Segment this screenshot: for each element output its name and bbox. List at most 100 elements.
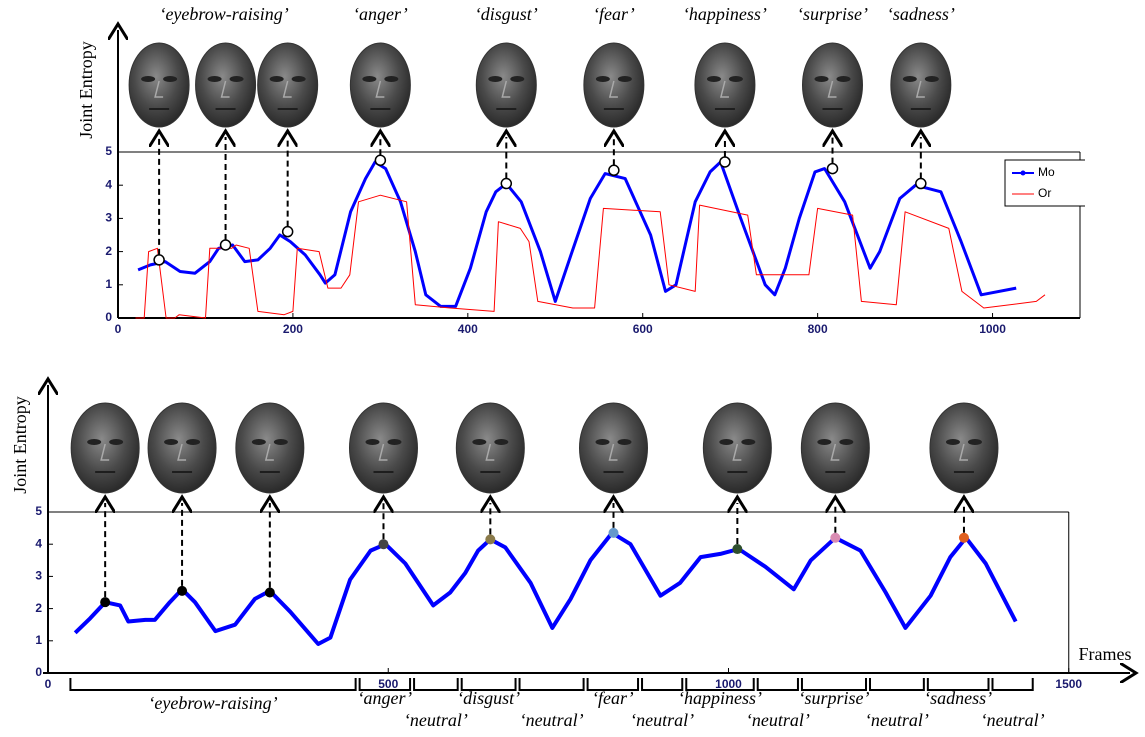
legend-label: Or [1038,186,1051,200]
expression-label: ‘anger’ [353,4,408,24]
x-tick-label: 1000 [715,677,742,691]
y-tick-label: 4 [35,536,42,550]
face [475,42,537,128]
face-nose [608,443,618,461]
segment-label: ‘anger’ [358,688,413,708]
y-tick-label: 2 [105,244,112,258]
face-nose [220,80,230,98]
segment-bracket [641,678,684,691]
face-nose [100,443,110,461]
face [70,402,140,494]
face [235,402,305,494]
face-nose [154,80,164,98]
face-eye [109,439,124,445]
expression-point [281,225,294,238]
segment-bracket [586,678,640,691]
x-tick-label: 1000 [979,322,1006,336]
segment-bracket [869,678,925,691]
face-eye [291,76,306,82]
expression-point [719,156,731,168]
face [702,402,772,494]
x-tick-label: 600 [633,322,653,336]
face-eye [706,76,721,82]
face [802,42,864,128]
face-eye [902,76,917,82]
face-eye [365,439,380,445]
expression-point [608,164,620,177]
x-tick-label: 400 [458,322,478,336]
face-nose [830,443,840,461]
segment-label: ‘neutral’ [404,710,468,730]
face [128,42,190,128]
face-nose [958,443,968,461]
y-axis-label: Joint Entropy [10,396,30,494]
x-tick-label: 800 [808,322,828,336]
segment-bracket [800,678,868,691]
face [800,402,870,494]
y-tick-label: 1 [35,633,42,647]
face-eye [839,439,854,445]
face-eye [836,76,851,82]
x-tick-label: 200 [283,322,303,336]
face-eye [924,76,939,82]
segment-bracket [518,678,585,691]
expression-label: ‘fear’ [593,4,635,24]
face-eye [817,439,832,445]
face [257,42,319,128]
expression-label: ‘happiness’ [683,4,767,24]
face-nose [378,443,388,461]
y-tick-label: 4 [105,177,112,191]
face-nose [827,80,837,98]
y-tick-label: 2 [35,601,42,615]
face-eye [472,439,487,445]
expression-label: ‘eyebrow-raising’ [159,4,288,24]
expression-point [100,597,111,608]
face-eye [362,76,377,82]
face-eye [207,76,222,82]
face-eye [494,439,509,445]
expression-point [958,532,969,543]
expression-label: ‘sadness’ [887,4,955,24]
segment-label: ‘surprise’ [798,688,869,708]
face-eye [229,76,244,82]
segment-label: ‘neutral’ [981,710,1045,730]
face [583,42,645,128]
expression-label: ‘disgust’ [475,4,538,24]
x-axis-label: Frames [1079,644,1132,664]
face [890,42,952,128]
face-eye [719,439,734,445]
legend-dot [1020,170,1026,176]
y-tick-label: 3 [105,211,112,225]
face-eye [595,76,610,82]
face-eye [814,76,829,82]
face-eye [741,439,756,445]
face-eye [617,439,632,445]
face-nose [282,80,292,98]
face-eye [510,76,525,82]
face [929,402,999,494]
expression-point [485,534,496,545]
y-tick-label: 5 [35,504,42,518]
legend-label: Mo [1038,165,1055,179]
face-eye [945,439,960,445]
face-nose [732,443,742,461]
expression-point [915,177,927,190]
segment-bracket [69,678,357,691]
x-tick-label: 1500 [1055,677,1082,691]
series-line [137,160,1017,308]
face-eye [967,439,982,445]
segment-label: ‘neutral’ [520,710,584,730]
face-eye [384,76,399,82]
face-nose [501,80,511,98]
face-eye [387,439,402,445]
face [455,402,525,494]
segment-bracket [358,678,412,691]
segment-bracket [756,678,799,691]
face-eye [595,439,610,445]
x-tick-label: 500 [378,677,398,691]
segment-label: ‘fear’ [592,688,634,708]
chart: Joint Entropy Frames 0 1 2 3 4 5 0 500 1000 1500 ‘ey… [10,385,1131,730]
expression-point [374,154,387,167]
face-eye [251,439,266,445]
